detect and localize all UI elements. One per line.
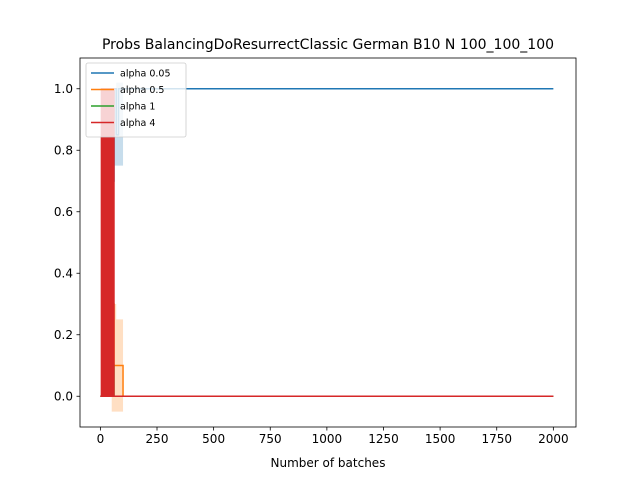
y-tick-label: 0.2: [54, 328, 73, 342]
x-tick-label: 1500: [425, 432, 456, 446]
legend-entry: alpha 0.5: [120, 85, 164, 96]
y-axis-ticks: 0.0 0.2 0.4 0.6 0.8 1.0: [54, 82, 80, 403]
y-tick-label: 0.0: [54, 389, 73, 403]
x-axis-label: Number of batches: [271, 456, 386, 470]
legend-box: [85, 62, 187, 138]
axes: [79, 57, 577, 428]
axes-frame: [79, 57, 577, 428]
y-tick-label: 0.6: [54, 205, 73, 219]
legend-entry: alpha 0.05: [120, 69, 171, 80]
x-tick-label: 750: [259, 432, 282, 446]
x-tick-label: 1000: [312, 432, 343, 446]
legend: alpha 0.05 alpha 0.5 alpha 1 alpha 4: [85, 62, 187, 138]
y-tick-label: 0.4: [54, 266, 73, 280]
legend-entry: alpha 1: [120, 102, 155, 113]
series-line-3: [100, 88, 554, 397]
x-tick-label: 250: [146, 432, 169, 446]
x-tick-label: 1250: [368, 432, 399, 446]
chart-title: Probs BalancingDoResurrectClassic German…: [102, 37, 554, 53]
y-tick-label: 0.8: [54, 143, 73, 157]
y-tick-label: 1.0: [54, 82, 73, 96]
legend-entry: alpha 4: [120, 118, 155, 129]
x-tick-label: 0: [97, 432, 105, 446]
x-axis-ticks: 0 250 500 750 1000 1250 1500 1750 2000: [97, 427, 569, 446]
x-tick-label: 2000: [538, 432, 569, 446]
x-tick-label: 1750: [481, 432, 512, 446]
x-tick-label: 500: [202, 432, 225, 446]
